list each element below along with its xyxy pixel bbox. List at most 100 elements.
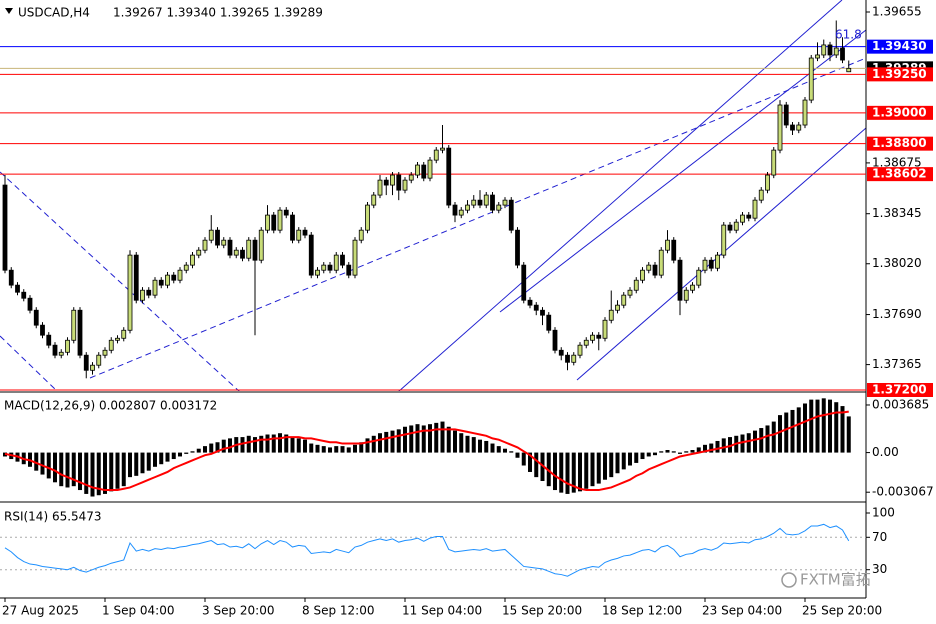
macd-bar [521, 452, 526, 466]
candle-body [71, 309, 77, 341]
candle-body [696, 269, 702, 286]
macd-bar [678, 452, 682, 454]
level-label: 1.38800 [872, 136, 927, 150]
candle-body [565, 354, 570, 363]
macd-bar [328, 447, 332, 453]
candle-body [515, 229, 520, 266]
candle-body [158, 279, 164, 286]
x-tick-label: 11 Sep 04:00 [402, 604, 482, 618]
candle-body [65, 339, 70, 353]
candle-body [646, 264, 652, 271]
macd-bar [828, 399, 832, 453]
macd-bar [684, 451, 689, 453]
candle-body [446, 147, 452, 206]
y-tick-label: 0.003685 [872, 397, 929, 411]
panel-title: MACD(12,26,9) 0.002807 0.003172 [4, 399, 217, 413]
candle-body [365, 204, 370, 231]
rsi-line [4, 523, 850, 577]
macd-bar [778, 415, 782, 453]
macd-bar [565, 452, 570, 494]
candle-body [465, 204, 470, 211]
candle-body [327, 264, 333, 271]
macd-bar [590, 452, 595, 487]
x-tick-label: 3 Sep 20:00 [202, 604, 274, 618]
y-tick-label: 1.37690 [872, 307, 922, 321]
candle-body [52, 344, 58, 356]
candle-body [677, 259, 683, 301]
macd-bar [115, 452, 120, 489]
candle-body [496, 204, 502, 211]
channel-line [499, 29, 866, 313]
macd-bar [109, 452, 114, 492]
candle-body [602, 319, 608, 339]
candle-body [221, 239, 227, 246]
macd-bar [128, 452, 132, 478]
macd-bar [384, 431, 389, 453]
candle-body [190, 254, 195, 266]
candle-body [665, 239, 670, 251]
macd-bar [296, 438, 301, 453]
macd-bar [478, 439, 482, 453]
candle-body [258, 229, 264, 261]
x-tick-label: 15 Sep 20:00 [502, 604, 582, 618]
level-label-box [867, 167, 933, 182]
candle-body [815, 54, 820, 59]
candle-body [546, 314, 552, 331]
candle-body [358, 229, 364, 241]
candle-body [252, 239, 258, 261]
level-label-box [867, 67, 933, 82]
macd-bar [196, 448, 201, 453]
macd-bar [484, 440, 489, 453]
candle-body [683, 289, 689, 301]
level-label-box [867, 383, 933, 397]
macd-bar [578, 452, 582, 492]
macd-bar [740, 434, 745, 453]
candle-body [840, 47, 845, 61]
candle-body [302, 229, 308, 236]
signal-line [4, 410, 849, 492]
macd-bar [409, 425, 414, 453]
trend-line [0, 335, 58, 391]
macd-bar [715, 440, 720, 453]
candle-body [690, 284, 695, 291]
macd-bar [621, 452, 626, 470]
candle-body [708, 259, 714, 269]
candle-body [558, 349, 564, 356]
macd-bar [628, 452, 632, 466]
watermark-icon [781, 572, 797, 588]
watermark: FXTM富拓 [800, 571, 871, 589]
candle-body [152, 279, 158, 296]
macd-bar [278, 433, 282, 453]
candle-body [96, 354, 102, 366]
macd-bar [840, 406, 845, 453]
candle-body [227, 239, 233, 256]
candle-body [671, 239, 677, 261]
macd-bar [640, 452, 645, 460]
macd-bar [334, 446, 339, 453]
candle-body [240, 249, 245, 259]
candle-body [140, 289, 145, 301]
y-tick-label: -0.003067 [872, 485, 934, 499]
macd-bar [671, 451, 676, 453]
candle-body [596, 334, 602, 339]
macd-bar [71, 452, 76, 487]
candle-body [290, 214, 295, 241]
y-tick-label: 1.38020 [872, 256, 922, 270]
candle-body [521, 264, 527, 301]
macd-bar [796, 407, 801, 453]
macd-bar [753, 430, 757, 453]
level-label: 1.39250 [872, 67, 927, 81]
macd-bar [415, 424, 420, 453]
macd-bar [559, 452, 564, 493]
menu-triangle [5, 8, 13, 14]
macd-bar [59, 452, 64, 487]
candle-body [746, 214, 752, 219]
candle-body [127, 254, 133, 331]
candle-body [33, 309, 39, 326]
macd-bar [121, 452, 126, 487]
x-tick-label: 1 Sep 04:00 [102, 604, 174, 618]
macd-bar [40, 452, 45, 475]
candle-body [808, 57, 814, 101]
candle-body [246, 239, 252, 259]
